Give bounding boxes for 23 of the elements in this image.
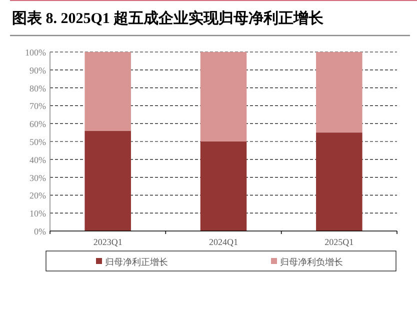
chart-title: 图表 8. 2025Q1 超五成企业实现归母净利正增长: [12, 9, 325, 27]
y-tick-label: 90%: [30, 65, 46, 76]
bar: [84, 52, 131, 131]
bar: [316, 132, 362, 231]
y-tick-label: 40%: [30, 154, 46, 165]
bar: [316, 52, 362, 133]
y-tick-label: 100%: [25, 48, 46, 58]
y-tick-label: 70%: [30, 101, 46, 112]
legend-label: 归母净利负增长: [280, 257, 343, 267]
y-tick-label: 0%: [34, 226, 46, 236]
bar: [84, 130, 131, 231]
y-tick-label: 20%: [30, 190, 46, 201]
bar: [200, 52, 247, 142]
x-tick-label: 2025Q1: [324, 237, 354, 247]
x-tick-label: 2024Q1: [209, 237, 238, 247]
y-tick-label: 30%: [30, 172, 46, 183]
x-tick-label: 2023Q1: [93, 237, 122, 247]
y-tick-label: 50%: [30, 137, 46, 147]
bar: [200, 142, 247, 231]
y-tick-label: 80%: [30, 83, 46, 94]
y-tick-label: 60%: [30, 119, 46, 130]
y-tick-label: 10%: [30, 208, 46, 219]
legend-label: 归母净利正增长: [105, 257, 168, 267]
